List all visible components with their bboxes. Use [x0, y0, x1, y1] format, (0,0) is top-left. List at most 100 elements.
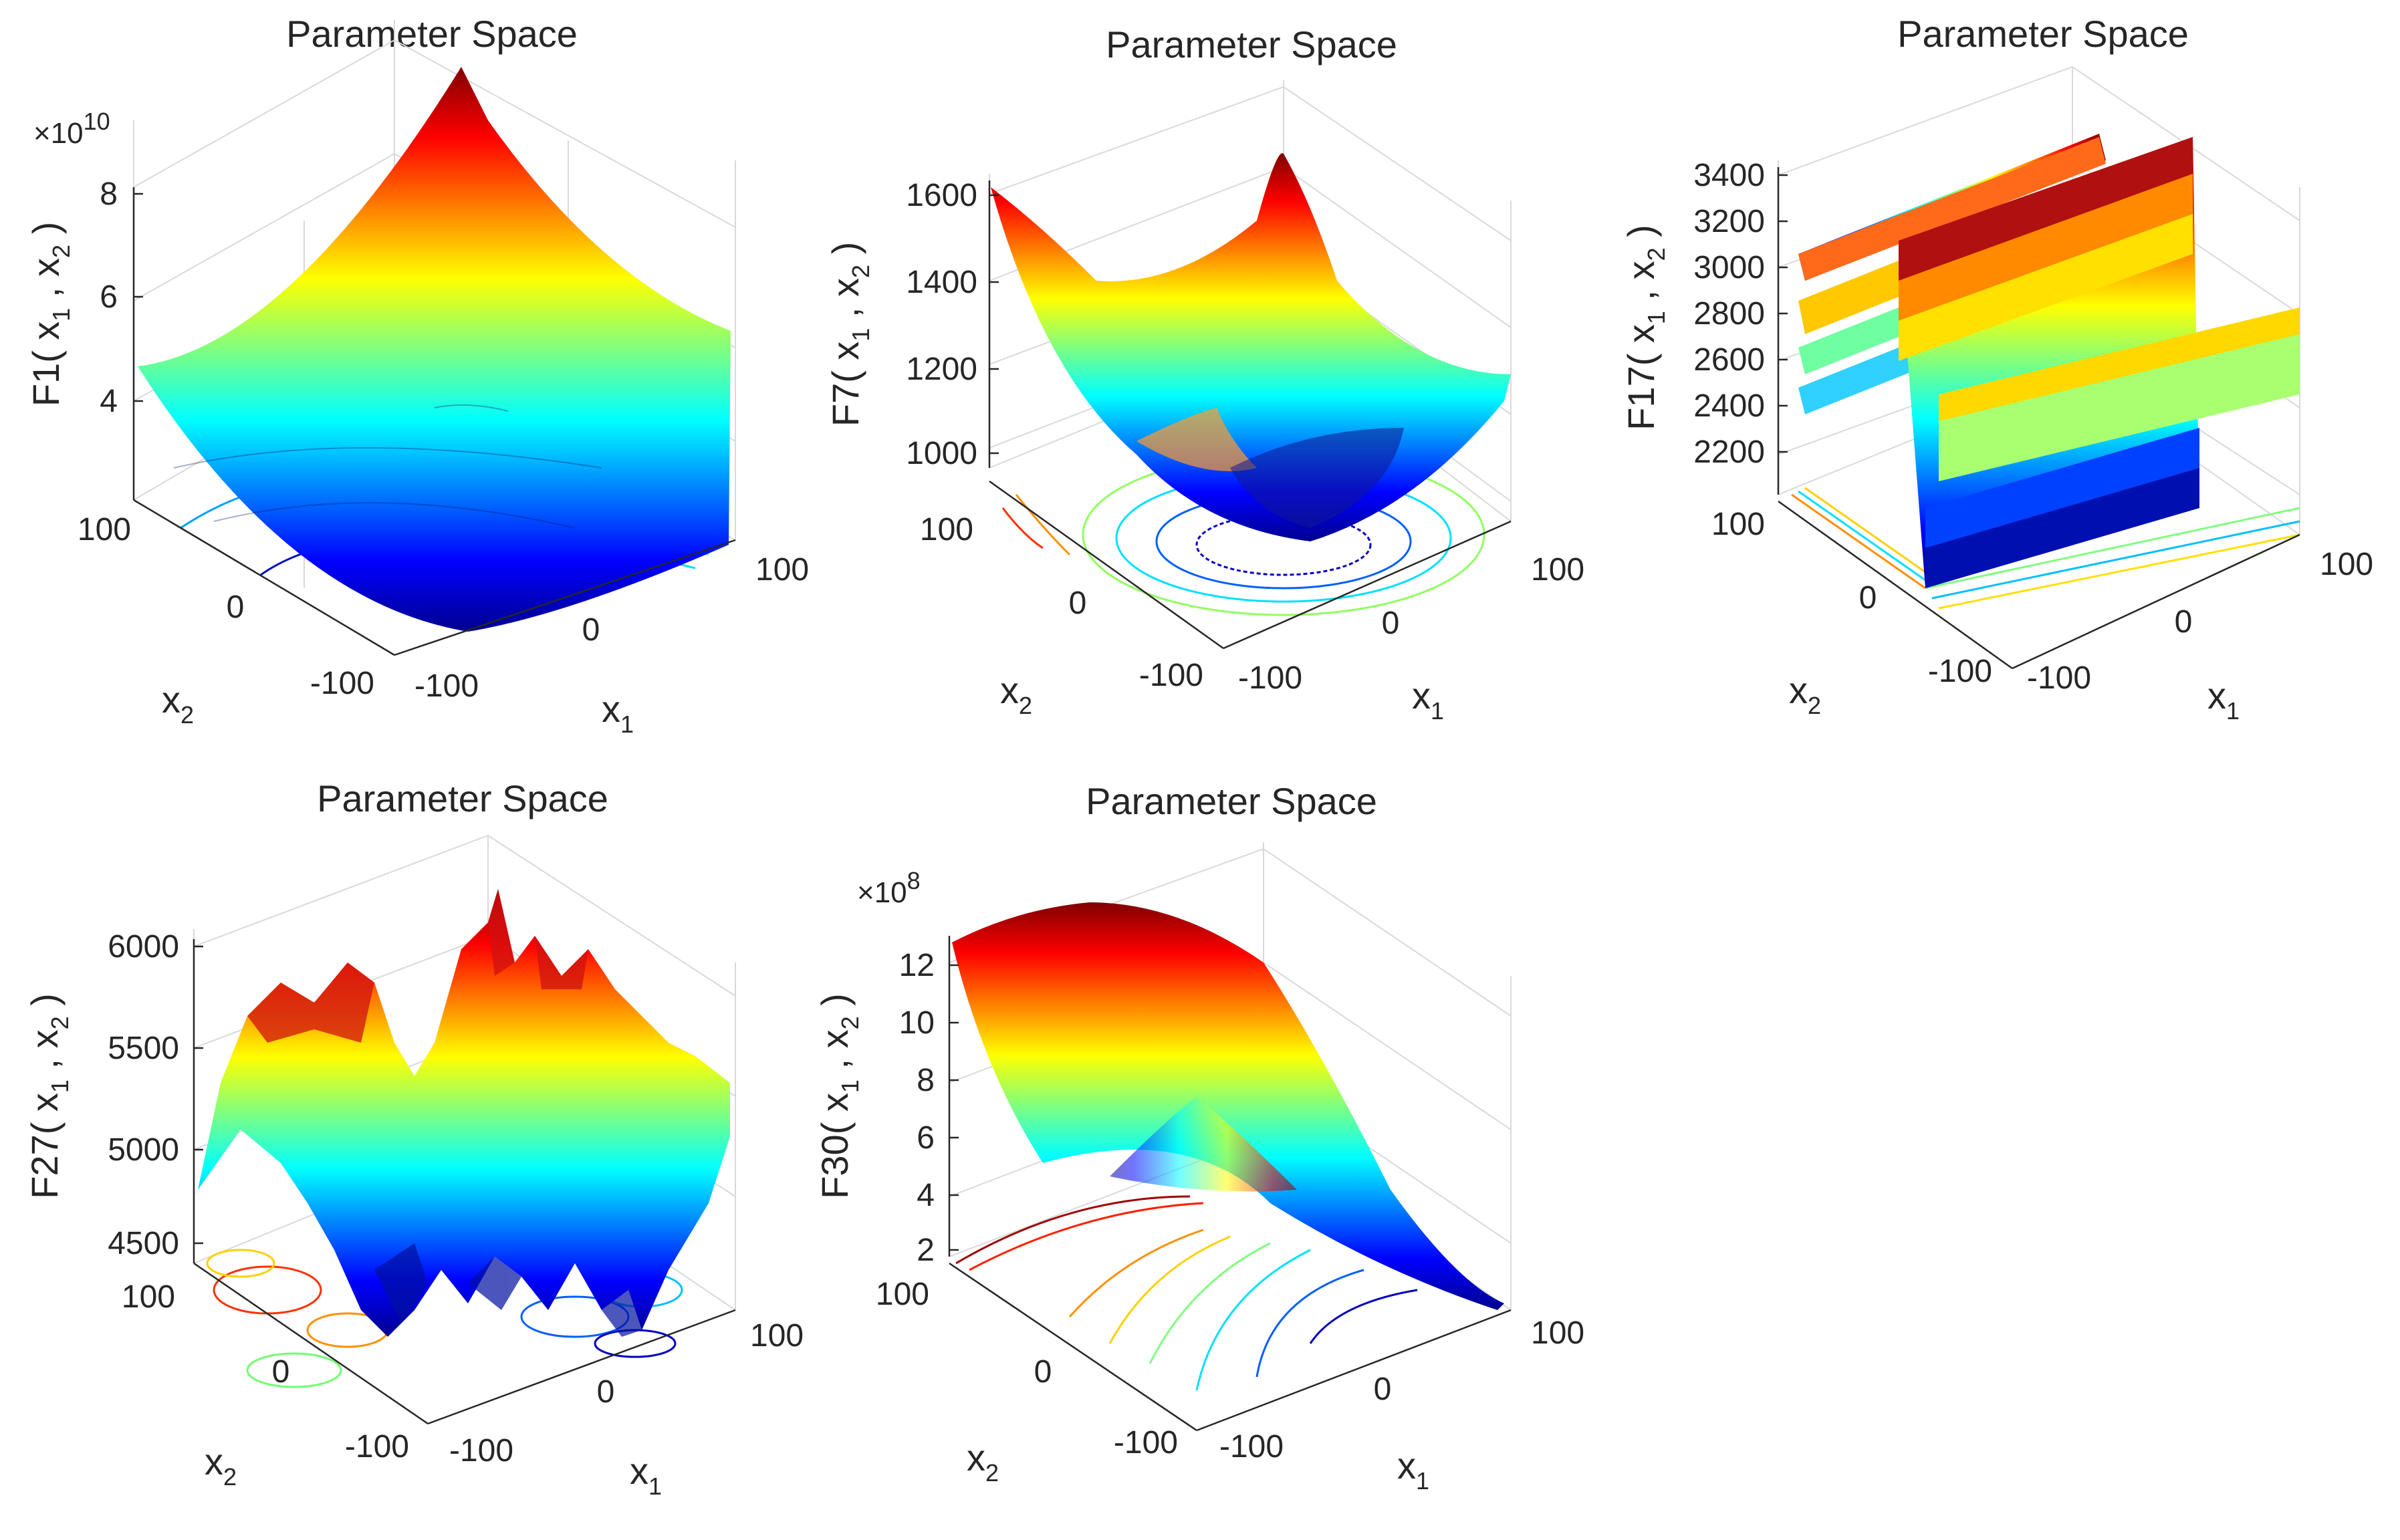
panel-f30-z-multiplier: ×108 — [857, 867, 921, 909]
panel-f30-ztick: 6 — [917, 1120, 935, 1156]
panel-f30-ylabel: x2 — [967, 1436, 999, 1487]
panel-f7-xy-axes — [989, 480, 1512, 650]
panel-f17-ztick: 3200 — [1693, 204, 1765, 239]
panel-f17-z-axis — [1777, 167, 1788, 495]
panel-f27-zlabel: F27( x1 , x2 ) — [23, 993, 74, 1199]
panel-f30-xlabel: x1 — [1397, 1444, 1429, 1495]
panel-f1-xy-axes — [133, 499, 736, 656]
panel-f1-ztick: 8 — [100, 176, 118, 212]
panel-f7-title: Parameter Space — [1106, 23, 1397, 66]
panel-f27-title: Parameter Space — [317, 777, 608, 819]
panel-f30-ztick: 12 — [899, 948, 935, 983]
panel-f27-ztick: 5000 — [108, 1132, 179, 1168]
panel-f17-ztick: 2600 — [1693, 342, 1765, 378]
panel-f1-ytick: 100 — [78, 512, 131, 547]
panel-f17-ytick: 100 — [1711, 507, 1765, 542]
panel-f17-surface-right-low — [1925, 428, 2199, 548]
panel-f27-surface — [198, 889, 730, 1337]
panel-f1-xtick: 100 — [755, 552, 809, 588]
panel-f17-surface-ridge-top — [1899, 137, 2193, 281]
panel-f27-ytick: 0 — [272, 1354, 290, 1390]
panel-f30-surface — [952, 902, 1504, 1310]
panel-f30: Parameter Space — [814, 780, 1584, 1495]
panel-f1-z-axis — [132, 187, 143, 500]
panel-f30-xtick: 0 — [1374, 1372, 1392, 1407]
panel-f1-xlabel: x1 — [602, 688, 634, 738]
panel-f27-xtick: 100 — [750, 1318, 804, 1354]
panel-f1: Parameter Space — [25, 13, 809, 738]
panel-f17-ztick: 2400 — [1693, 388, 1765, 424]
panel-f17-ytick: 0 — [1859, 580, 1877, 616]
panel-f17-surface-ridge-band2 — [1899, 214, 2193, 361]
panel-f17-xlabel: x1 — [2207, 674, 2240, 725]
panel-f27-xtick: 0 — [597, 1374, 615, 1410]
panel-f1-ytick: -100 — [310, 666, 374, 701]
panel-f7-ylabel: x2 — [1000, 669, 1032, 719]
panel-f17-ztick: 3400 — [1693, 158, 1765, 193]
panel-f30-z-axis — [948, 936, 959, 1257]
panel-f1-zlabel: F1( x1 , x2 ) — [25, 222, 75, 407]
panel-f17-ztick: 2200 — [1693, 434, 1765, 470]
panel-f30-ztick: 10 — [899, 1005, 935, 1041]
panel-f27-xlabel: x1 — [630, 1450, 662, 1500]
panel-f7-ztick: 1600 — [906, 178, 977, 213]
panel-f7-zlabel: F7( x1 , x2 ) — [824, 242, 874, 427]
panel-f27-surface-peaks — [247, 889, 588, 1043]
panel-f30-ytick: -100 — [1114, 1425, 1178, 1460]
panel-f17-ztick: 3000 — [1693, 250, 1765, 285]
panel-f17: Parameter Space — [1620, 13, 2373, 725]
panel-f17-xtick: -100 — [2027, 660, 2091, 696]
panel-f7-ztick: 1400 — [906, 265, 977, 300]
panel-f27-xy-axes — [193, 1262, 736, 1425]
panel-f7-ztick: 1000 — [906, 436, 977, 471]
panel-f7-ztick: 1200 — [906, 352, 977, 387]
panel-f7-ytick: 0 — [1069, 586, 1087, 621]
panel-f17-xy-axes — [1778, 500, 2300, 670]
panel-f7-xtick: -100 — [1238, 660, 1302, 696]
panel-f7-surface-ridge — [1136, 408, 1257, 471]
panel-f1-title: Parameter Space — [286, 13, 578, 55]
panel-f30-ztick: 4 — [917, 1178, 935, 1213]
panel-f27-surface-valleys — [374, 1243, 642, 1337]
panel-f27-xtick: -100 — [449, 1433, 513, 1468]
panel-f27: Parameter Space — [23, 777, 804, 1500]
panel-f30-ztick: 2 — [917, 1233, 935, 1268]
panel-f1-ztick: 6 — [100, 279, 118, 315]
panel-f7-xtick: 0 — [1382, 606, 1400, 641]
panel-f17-surface-top-band — [1798, 137, 2106, 281]
panel-f7: Parameter Space — [824, 23, 1584, 725]
panel-f17-floor-contours — [1791, 487, 2300, 610]
panel-f30-xtick: -100 — [1219, 1429, 1284, 1464]
panel-f27-ylabel: x2 — [205, 1440, 237, 1491]
panel-f27-z-axis — [193, 939, 203, 1263]
panel-f30-ytick: 100 — [876, 1277, 929, 1312]
panel-f30-xy-axes — [949, 1262, 1512, 1432]
panel-f30-xtick: 100 — [1531, 1315, 1584, 1351]
panel-f17-ytick: -100 — [1928, 654, 1992, 689]
panel-f17-title: Parameter Space — [1897, 13, 2189, 55]
panel-f1-ylabel: x2 — [162, 678, 194, 729]
panel-f27-ztick: 6000 — [108, 929, 179, 965]
panel-f27-ztick: 4500 — [108, 1226, 179, 1261]
panel-f7-z-axis — [988, 180, 999, 468]
panel-f17-xtick: 100 — [2320, 547, 2373, 582]
panel-f7-xtick: 100 — [1531, 552, 1584, 588]
panel-f30-surface-fold — [1110, 1096, 1297, 1192]
panel-f30-ztick: 8 — [917, 1063, 935, 1098]
panel-f30-ytick: 0 — [1034, 1354, 1052, 1390]
panel-f30-zlabel: F30( x1 , x2 ) — [814, 993, 864, 1199]
panel-f1-z-multiplier: ×1010 — [33, 108, 110, 150]
panel-f17-surface-ridge-band — [1899, 174, 2193, 321]
panel-f17-surface-right-block-top — [1939, 307, 2300, 421]
panel-f1-ytick: 0 — [227, 590, 245, 625]
panel-f7-surface-valley — [1230, 428, 1404, 528]
panel-f27-ytick: 100 — [122, 1279, 175, 1315]
panel-f30-title: Parameter Space — [1086, 780, 1377, 822]
panel-f30-floor-contours — [955, 1195, 1418, 1391]
panel-f7-ytick: 100 — [920, 512, 973, 547]
panel-f27-ztick: 5500 — [108, 1031, 179, 1066]
panel-f1-surface-mesh — [173, 404, 602, 529]
panel-f1-xtick: 0 — [582, 612, 600, 648]
